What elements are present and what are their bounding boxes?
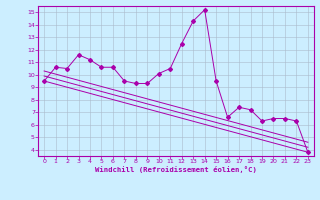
X-axis label: Windchill (Refroidissement éolien,°C): Windchill (Refroidissement éolien,°C): [95, 166, 257, 173]
